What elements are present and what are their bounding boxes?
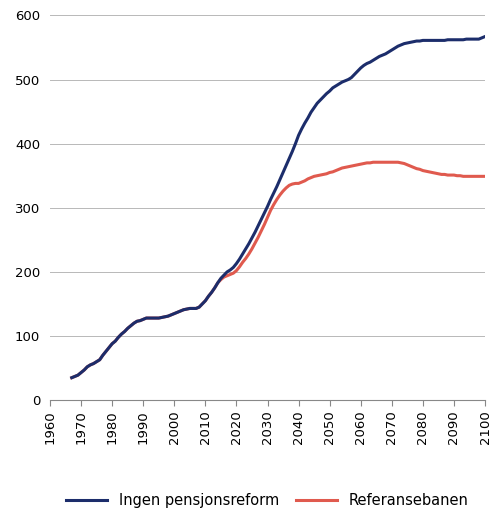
Line: Referansebanen: Referansebanen bbox=[72, 162, 485, 378]
Ingen pensjonsreform bbox=[159, 314, 165, 321]
Referansebanen bbox=[482, 173, 488, 180]
Referansebanen bbox=[69, 374, 75, 381]
Ingen pensjonsreform bbox=[457, 37, 463, 43]
Referansebanen bbox=[172, 310, 177, 317]
Ingen pensjonsreform bbox=[482, 33, 488, 40]
Ingen pensjonsreform bbox=[227, 267, 233, 273]
Referansebanen bbox=[159, 314, 165, 321]
Referansebanen bbox=[457, 172, 463, 179]
Referansebanen bbox=[90, 361, 96, 367]
Ingen pensjonsreform bbox=[69, 374, 75, 381]
Legend: Ingen pensjonsreform, Referansebanen: Ingen pensjonsreform, Referansebanen bbox=[66, 494, 469, 508]
Line: Ingen pensjonsreform: Ingen pensjonsreform bbox=[72, 36, 485, 378]
Ingen pensjonsreform bbox=[90, 361, 96, 367]
Referansebanen bbox=[460, 173, 466, 180]
Ingen pensjonsreform bbox=[454, 37, 460, 43]
Referansebanen bbox=[227, 271, 233, 278]
Referansebanen bbox=[370, 159, 376, 165]
Ingen pensjonsreform bbox=[172, 310, 177, 317]
